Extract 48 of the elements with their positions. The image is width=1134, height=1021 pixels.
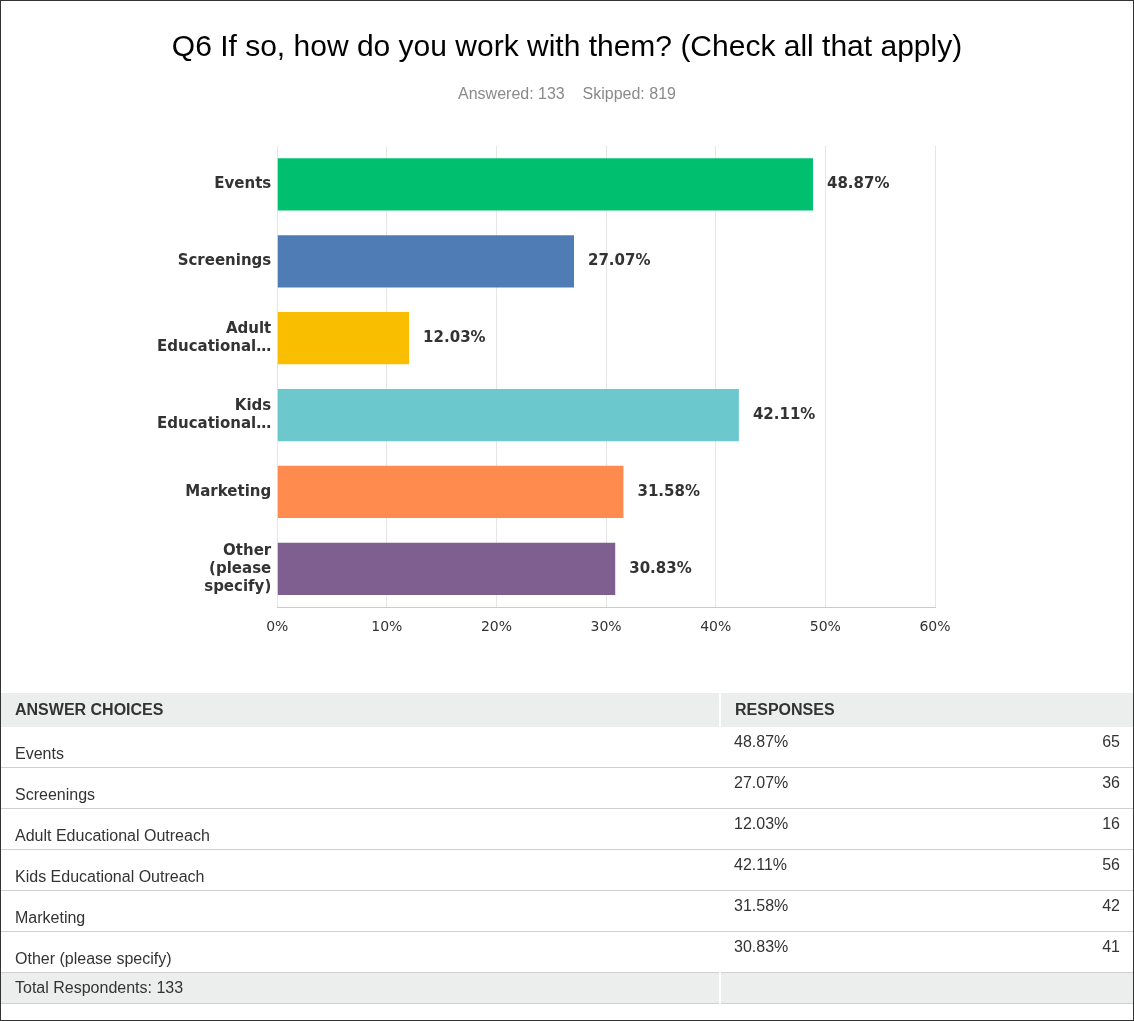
data-label: 30.83% <box>720 931 986 973</box>
data-label: 30.83% <box>629 558 692 577</box>
category-label: Screenings <box>1 767 720 809</box>
category-label: Kids Educational Outreach <box>1 849 720 891</box>
x-tick-label: 20% <box>480 618 513 635</box>
text: ANSWER CHOICES <box>1 693 720 727</box>
text: Total Respondents: 133 <box>1 972 720 1004</box>
y-tick-label: Kids Educational… <box>156 395 272 432</box>
data-label: 12.03% <box>423 328 486 347</box>
data-label: 48.87% <box>720 727 986 768</box>
chart-subtitle: Answered: 133 Skipped: 819 <box>457 85 677 103</box>
data-label: 36 <box>985 767 1134 809</box>
x-tick-label: 0% <box>266 618 289 635</box>
data-label: 42.11% <box>752 404 816 423</box>
category-label: Marketing <box>1 890 720 932</box>
bar <box>277 158 813 211</box>
text: RESPONSES <box>720 693 1134 727</box>
data-label: 65 <box>985 727 1134 768</box>
y-tick-label: Other (please specify) <box>204 540 272 595</box>
y-tick-label: Marketing <box>185 481 272 500</box>
y-tick-label: Screenings <box>177 251 272 270</box>
data-label: 31.58% <box>720 890 986 932</box>
data-label: 27.07% <box>720 767 986 809</box>
x-tick-label: 10% <box>371 618 403 635</box>
data-label: 41 <box>985 931 1134 973</box>
data-label: 12.03% <box>720 808 986 850</box>
data-label: 27.07% <box>588 251 651 270</box>
bar <box>277 388 739 442</box>
bar <box>277 235 574 288</box>
bar <box>277 312 410 365</box>
bar <box>277 542 616 595</box>
data-label: 16 <box>985 808 1134 850</box>
data-label: 56 <box>985 849 1134 891</box>
y-tick-label: Adult Educational… <box>156 319 272 356</box>
x-tick-label: 40% <box>700 618 732 635</box>
x-tick-label: 60% <box>919 618 951 635</box>
chart-title: Q6 If so, how do you work with them? (Check all that apply) <box>170 29 964 63</box>
data-label: 42 <box>985 890 1134 932</box>
bar <box>277 465 624 519</box>
x-tick-label: 50% <box>809 618 841 635</box>
data-label: 31.58% <box>637 481 700 500</box>
data-label: 42.11% <box>720 849 986 891</box>
category-label: Other (please specify) <box>1 931 720 973</box>
data-label: 48.87% <box>826 174 890 193</box>
y-tick-label: Events <box>214 174 272 193</box>
category-label: Events <box>1 727 720 768</box>
x-tick-label: 30% <box>590 618 622 635</box>
category-label: Adult Educational Outreach <box>1 808 720 850</box>
